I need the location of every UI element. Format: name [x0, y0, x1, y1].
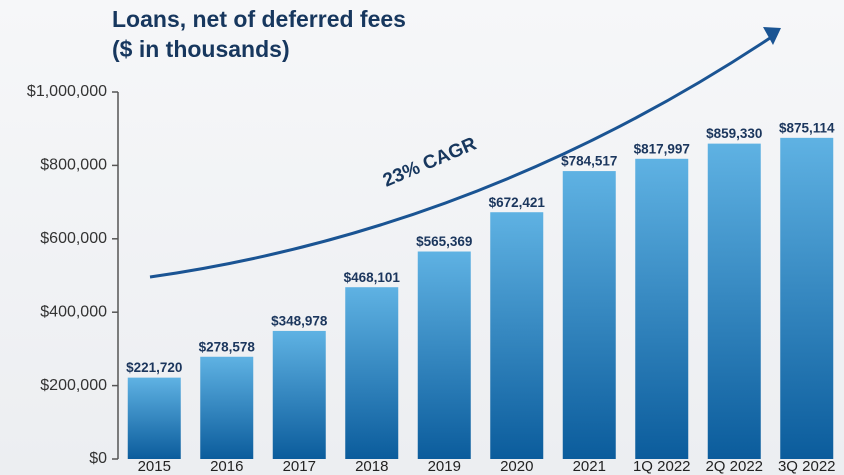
y-tick-label: $0 — [89, 450, 107, 467]
data-label: $784,517 — [561, 154, 617, 169]
x-tick-label: 2019 — [428, 458, 461, 475]
y-tick-label: $800,000 — [40, 157, 107, 174]
data-label: $875,114 — [779, 120, 835, 135]
y-tick-label: $200,000 — [40, 377, 107, 394]
data-label: $468,101 — [344, 270, 401, 285]
data-label: $817,997 — [634, 141, 690, 156]
data-label: $565,369 — [416, 234, 472, 249]
x-tick-label: 2017 — [283, 458, 316, 475]
y-tick-label: $400,000 — [40, 303, 107, 320]
bar — [780, 137, 834, 459]
x-tick-label: 2020 — [500, 458, 533, 475]
bar — [345, 287, 399, 459]
x-tick-label: 2016 — [210, 458, 243, 475]
data-label: $348,978 — [271, 313, 328, 328]
y-tick-label: $600,000 — [40, 230, 107, 247]
x-tick-label: 2018 — [355, 458, 388, 475]
x-tick-label: 2015 — [138, 458, 171, 475]
bar — [127, 377, 181, 459]
bar — [707, 143, 761, 459]
y-tick-label: $1,000,000 — [27, 83, 107, 100]
bar — [490, 212, 544, 459]
x-tick-label: 3Q 2022 — [778, 458, 836, 475]
bar — [635, 158, 689, 459]
bar — [562, 171, 616, 459]
data-label: $859,330 — [706, 126, 762, 141]
cagr-arrow — [149, 36, 771, 279]
chart-title: Loans, net of deferred fees — [112, 6, 406, 32]
x-tick-label: 1Q 2022 — [633, 458, 691, 475]
chart-subtitle: ($ in thousands) — [112, 36, 290, 62]
x-tick-label: 2Q 2022 — [705, 458, 763, 475]
bar — [417, 251, 471, 459]
arrow-head — [763, 27, 781, 45]
bar — [272, 330, 326, 459]
data-label: $672,421 — [489, 195, 546, 210]
bar — [200, 356, 254, 459]
data-label: $221,720 — [126, 360, 182, 375]
data-label: $278,578 — [199, 339, 256, 354]
x-tick-label: 2021 — [573, 458, 606, 475]
